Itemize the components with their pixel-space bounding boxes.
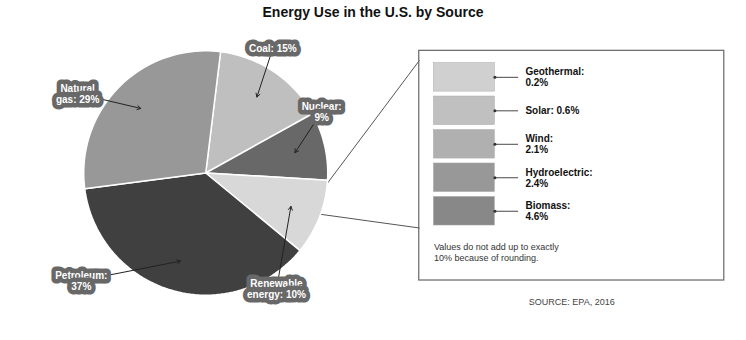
html-text:Energy Use in the U.S. by Sour: Energy Use in the U.S. by Source bbox=[262, 4, 484, 20]
svg-text:Solar: 0.6%: Solar: 0.6% bbox=[525, 105, 579, 116]
svg-text:Coal: 15%: Coal: 15% bbox=[249, 43, 297, 54]
svg-text:Biomass:4.6%: Biomass:4.6% bbox=[525, 200, 570, 222]
svg-text:Wind:2.1%: Wind:2.1% bbox=[525, 133, 553, 155]
svg-text:SOURCE: EPA, 2016: SOURCE: EPA, 2016 bbox=[529, 297, 615, 307]
svg-text:Hydroelectric:2.4%: Hydroelectric:2.4% bbox=[525, 167, 592, 189]
svg-text:Petroleum:37%: Petroleum:37% bbox=[55, 270, 107, 292]
svg-text:Geothermal:0.2%: Geothermal:0.2% bbox=[525, 66, 584, 88]
svg-text:Naturalgas: 29%: Naturalgas: 29% bbox=[56, 83, 99, 105]
svg-text:Nuclear:9%: Nuclear:9% bbox=[302, 101, 342, 123]
svg-text:Values do not add up to exactl: Values do not add up to exactly10% becau… bbox=[434, 242, 559, 264]
svg-text:Renewableenergy: 10%: Renewableenergy: 10% bbox=[247, 278, 306, 300]
